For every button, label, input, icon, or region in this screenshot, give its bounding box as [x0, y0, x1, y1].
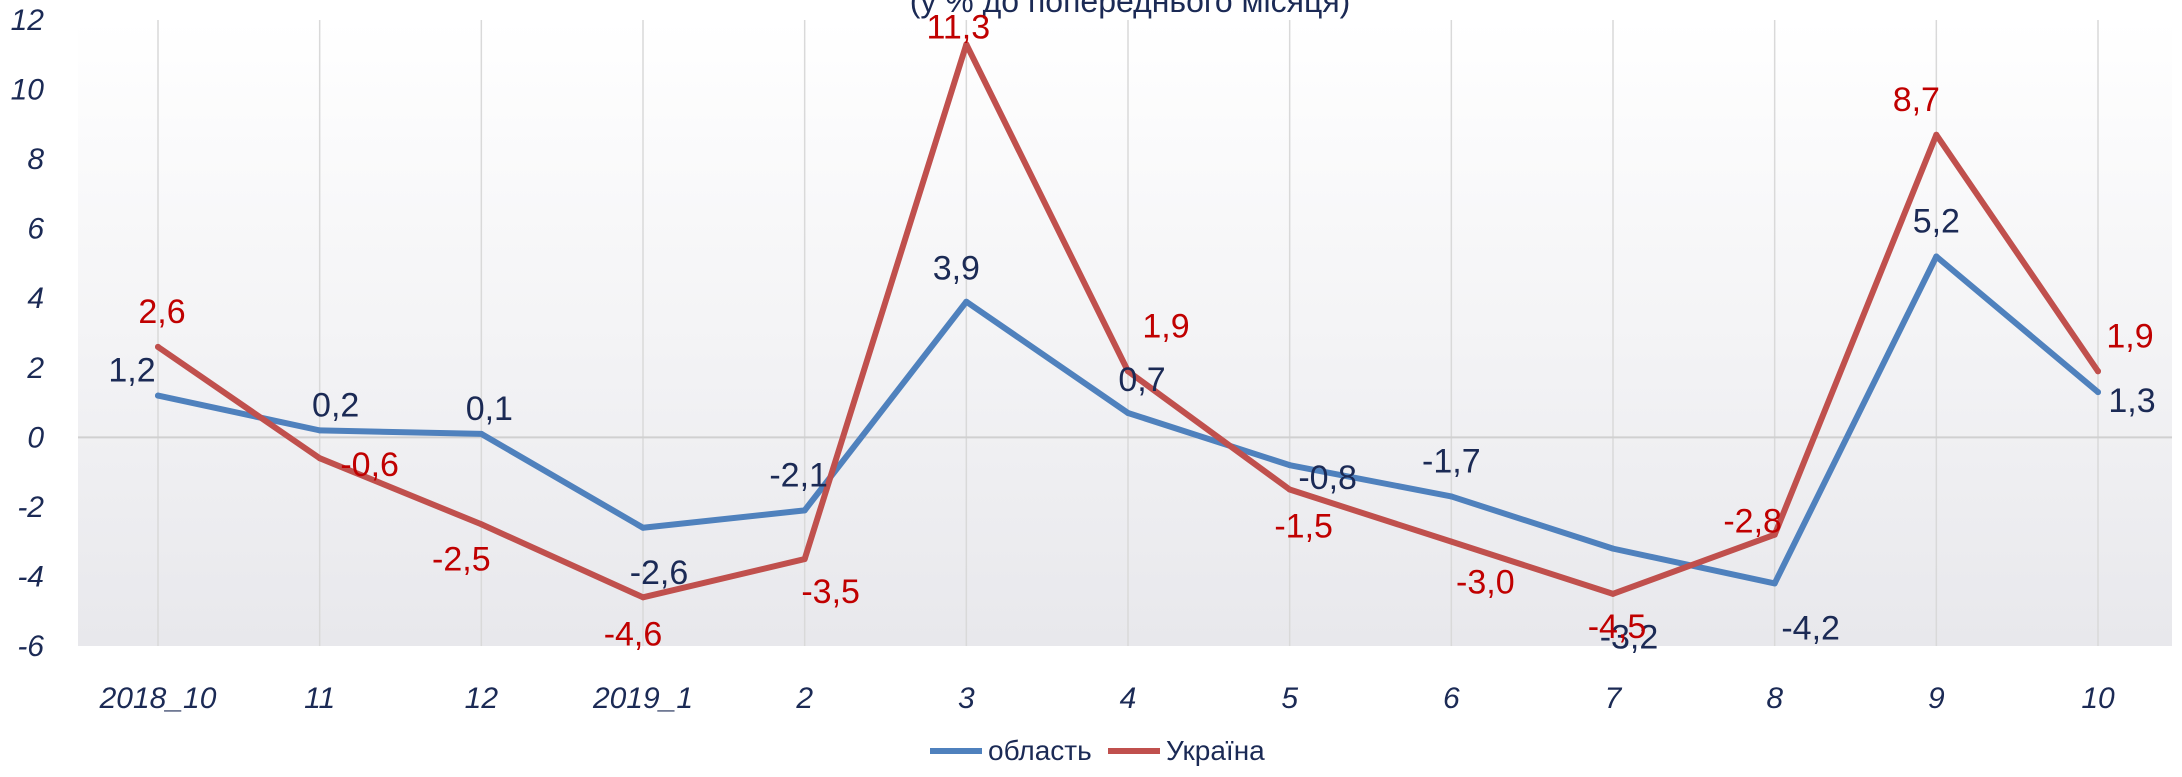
data-point: [1125, 368, 1131, 375]
data-label: 5,2: [1913, 202, 1960, 240]
data-label: 1,9: [1142, 307, 1189, 345]
x-tick-label: 12: [465, 682, 499, 715]
data-label: -4,6: [604, 615, 663, 653]
data-label: 1,9: [2106, 317, 2153, 355]
data-label: 3,9: [933, 250, 980, 288]
data-label: 2,6: [138, 293, 185, 331]
x-tick-label: 5: [1281, 682, 1298, 715]
x-tick-label: 2: [795, 682, 813, 715]
data-label: -4,5: [1588, 608, 1647, 646]
data-label: -2,6: [630, 554, 689, 592]
data-point: [478, 430, 485, 437]
data-label: 0,1: [466, 390, 513, 428]
data-label: 11,3: [927, 8, 991, 46]
data-label: -2,5: [432, 540, 491, 578]
x-tick-label: 4: [1120, 682, 1137, 715]
x-tick-label: 3: [958, 682, 975, 715]
data-label: -3,0: [1456, 564, 1515, 602]
data-point: [1933, 253, 1940, 260]
data-point: [1610, 590, 1616, 597]
data-label: 1,2: [108, 352, 155, 390]
data-label: 8,7: [1893, 81, 1940, 119]
data-label: -2,1: [769, 456, 828, 494]
data-label: 0,2: [312, 386, 359, 424]
data-point: [801, 556, 808, 563]
data-point: [1286, 486, 1293, 493]
data-point: [478, 521, 485, 528]
data-label: -4,2: [1781, 609, 1840, 647]
data-point: [155, 392, 161, 399]
y-tick-label: 2: [26, 352, 44, 385]
data-label: -0,8: [1298, 459, 1357, 497]
data-point: [640, 594, 646, 601]
data-point: [2095, 368, 2101, 375]
data-label: 1,3: [2108, 382, 2155, 420]
y-tick-label: 6: [27, 213, 44, 246]
data-point: [316, 427, 323, 434]
legend-label: область: [988, 735, 1092, 766]
x-tick-label: 7: [1605, 682, 1623, 715]
x-tick-label: 2019_1: [592, 682, 693, 715]
data-point: [1771, 531, 1778, 538]
y-tick-label: 10: [11, 74, 45, 107]
y-tick-label: -6: [17, 630, 44, 663]
data-label: -3,2: [1600, 619, 1659, 657]
legend-label: Україна: [1166, 735, 1265, 766]
data-label: -1,5: [1274, 508, 1333, 546]
data-label: 0,7: [1118, 361, 1165, 399]
data-point: [963, 298, 970, 305]
chart-title: (у % до попереднього місяця): [910, 0, 1351, 19]
y-tick-label: 12: [11, 4, 45, 37]
y-tick-label: 4: [27, 282, 44, 315]
x-tick-label: 6: [1443, 682, 1460, 715]
data-label: -3,5: [801, 573, 860, 611]
y-tick-label: 0: [27, 421, 44, 454]
data-point: [640, 524, 646, 531]
data-point: [1286, 462, 1293, 469]
data-point: [1448, 538, 1455, 545]
y-tick-label: -4: [17, 560, 44, 593]
data-point: [1448, 493, 1455, 500]
data-point: [1933, 131, 1940, 138]
data-point: [155, 343, 161, 350]
data-point: [2095, 389, 2101, 396]
data-point: [1125, 409, 1131, 416]
data-point: [801, 507, 808, 514]
data-point: [963, 41, 970, 48]
data-point: [1610, 545, 1616, 552]
x-tick-label: 11: [304, 682, 335, 715]
x-tick-label: 2018_10: [99, 682, 217, 715]
data-point: [1771, 580, 1778, 587]
y-tick-label: 8: [27, 143, 44, 176]
plot-area: [78, 20, 2172, 646]
data-label: -0,6: [340, 446, 399, 484]
x-tick-label: 10: [2081, 682, 2115, 715]
data-label: -1,7: [1422, 442, 1481, 480]
data-point: [316, 455, 323, 462]
y-tick-label: -2: [17, 491, 44, 524]
x-tick-label: 9: [1928, 682, 1945, 715]
data-label: -2,8: [1723, 503, 1782, 541]
x-tick-label: 8: [1766, 682, 1783, 715]
